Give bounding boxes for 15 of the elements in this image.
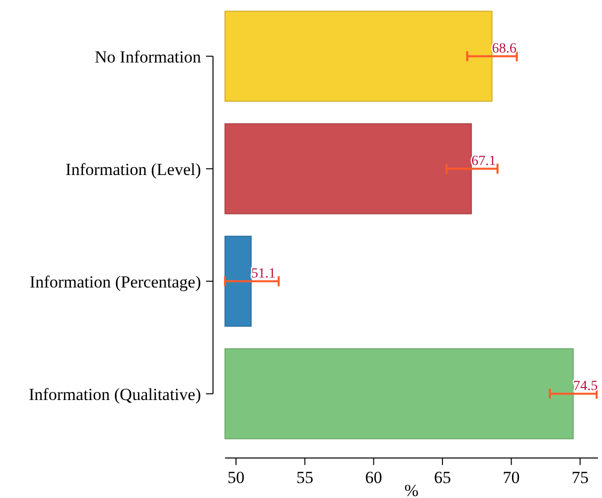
y-tick-label: Information (Level) xyxy=(66,160,201,179)
data-label: 67.1 xyxy=(471,154,496,169)
x-tick-label: 75 xyxy=(572,468,589,487)
x-tick-label: 70 xyxy=(502,468,520,487)
x-tick-label: 65 xyxy=(434,468,451,487)
x-axis-title: % xyxy=(404,481,419,498)
x-tick-label: 50 xyxy=(228,468,245,487)
x-tick-label: 55 xyxy=(296,468,314,487)
data-label: 51.1 xyxy=(251,266,276,282)
y-tick-label: Information (Qualitative) xyxy=(28,384,201,404)
y-tick-label: No Information xyxy=(94,47,202,66)
data-label: 68.6 xyxy=(492,41,517,56)
y-tick-label: Information (Percentage) xyxy=(30,272,201,292)
x-tick-label: 60 xyxy=(365,468,382,487)
data-label: 74.5 xyxy=(573,378,598,394)
